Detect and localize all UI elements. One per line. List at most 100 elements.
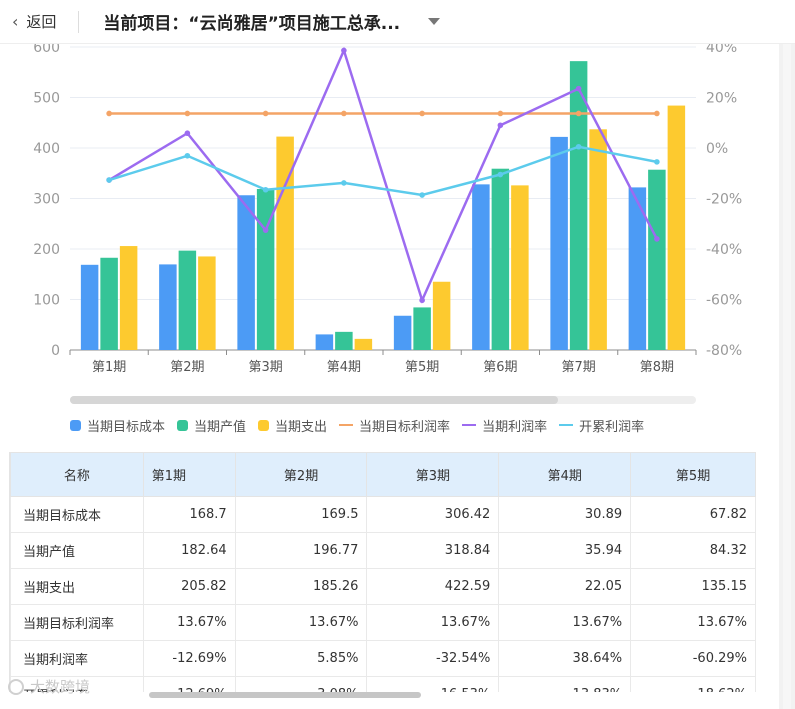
- chart-legend: 当期目标成本 当期产值 当期支出 当期目标利润率 当期利润率 开累利润率: [70, 414, 730, 436]
- table-cell: 422.59: [366, 568, 500, 605]
- table-cell: 168.7: [142, 496, 236, 533]
- table-cell: 318.84: [366, 532, 500, 569]
- table-row: 当期产值 182.64 196.77 318.84 35.94 84.32: [10, 532, 756, 569]
- col-header-period-2: 第2期: [234, 452, 368, 497]
- table-cell: 67.82: [630, 496, 756, 533]
- table-cell: 185.26: [234, 568, 368, 605]
- table-header-row: 名称 第1期 第2期 第3期 第4期 第5期: [10, 452, 756, 497]
- row-name-cell: 当期产值: [10, 532, 144, 569]
- x-tick-label: 第2期: [170, 360, 204, 375]
- line-point: [654, 110, 660, 117]
- page-scroll-track[interactable]: [783, 44, 791, 709]
- line-point: [106, 177, 112, 183]
- x-tick-label: 第1期: [92, 360, 126, 375]
- table-cell: -16.53%: [366, 676, 500, 692]
- table-cell: -12.69%: [142, 640, 236, 677]
- legend-line-swatch: [559, 424, 574, 426]
- line-point: [341, 47, 347, 54]
- line-point: [575, 85, 582, 92]
- y-right-tick-label: 40%: [706, 44, 737, 56]
- legend-bar-swatch: [177, 419, 189, 431]
- top-bar: ‹ 返回 当前项目：“云尚雅居”项目施工总承...: [0, 0, 795, 44]
- legend-item[interactable]: 当期目标成本: [70, 416, 165, 435]
- line-point: [497, 171, 504, 178]
- line-point: [497, 122, 504, 129]
- x-tick-label: 第6期: [483, 360, 517, 375]
- legend-item[interactable]: 当期利润率: [462, 416, 547, 435]
- line-point: [184, 130, 191, 137]
- bar: [667, 105, 686, 350]
- y-right-tick-label: -80%: [706, 343, 742, 359]
- legend-label: 当期目标利润率: [359, 419, 451, 435]
- table-cell: 13.67%: [142, 604, 236, 641]
- table-cell: -60.29%: [630, 640, 756, 677]
- y-right-tick-label: -40%: [706, 242, 742, 258]
- back-button[interactable]: ‹ 返回: [0, 0, 56, 43]
- line-point: [654, 236, 660, 242]
- table-cell: 306.42: [366, 496, 500, 533]
- table-scroll-thumb[interactable]: [149, 692, 421, 698]
- bar: [354, 338, 373, 350]
- x-tick-label: 第3期: [248, 360, 282, 375]
- bar: [178, 250, 197, 350]
- line-point: [184, 152, 191, 159]
- legend-item[interactable]: 当期支出: [258, 416, 327, 435]
- bar: [335, 331, 353, 350]
- y-left-tick-label: 600: [33, 44, 60, 56]
- line-point: [262, 186, 269, 193]
- caret-down-icon[interactable]: [428, 18, 441, 25]
- line-point: [419, 110, 425, 117]
- table-horizontal-scrollbar[interactable]: [9, 692, 755, 700]
- line-point: [262, 110, 269, 117]
- legend-item[interactable]: 当期产值: [177, 416, 246, 435]
- bar: [198, 256, 216, 350]
- bar: [80, 264, 99, 350]
- back-label: 返回: [26, 13, 57, 31]
- bar: [276, 136, 294, 350]
- legend-line-swatch: [462, 424, 477, 426]
- line-point: [575, 143, 582, 150]
- page-vertical-scrollbar[interactable]: [779, 44, 795, 709]
- table-cell: 13.67%: [498, 604, 632, 641]
- col-header-period-5: 第5期: [630, 452, 756, 497]
- watermark-logo-icon: [8, 678, 24, 695]
- table-cell: 84.32: [630, 532, 756, 569]
- legend-item[interactable]: 当期目标利润率: [339, 416, 450, 435]
- combo-chart: 0 100 200 300 400 500 600 -80% -60% -40% -20% 0% 20%…: [33, 40, 742, 375]
- bar: [256, 188, 275, 350]
- bar: [315, 334, 334, 350]
- legend-label: 当期产值: [194, 419, 247, 435]
- legend-item[interactable]: 开累利润率: [559, 416, 644, 435]
- legend-label: 当期目标成本: [87, 419, 166, 435]
- bar: [511, 185, 529, 350]
- legend-label: 当期支出: [275, 419, 328, 435]
- col-header-period-4: 第4期: [498, 452, 632, 497]
- bar: [472, 184, 490, 350]
- chart-zoom-scrollbar[interactable]: [70, 396, 696, 404]
- table-row: 当期利润率 -12.69% 5.85% -32.54% 38.64% -60.29%: [10, 640, 756, 677]
- bar: [491, 168, 510, 350]
- chart-zoom-thumb[interactable]: [70, 396, 558, 404]
- y-left-tick-label: 300: [33, 192, 60, 208]
- y-left-tick-label: 500: [33, 91, 60, 107]
- table-cell: -12.69%: [142, 676, 236, 692]
- bar: [119, 246, 138, 350]
- y-right-tick-label: 0%: [706, 141, 728, 157]
- series-line: [108, 145, 658, 197]
- table-cell: 205.82: [142, 568, 236, 605]
- line-point: [106, 110, 112, 117]
- legend-line-swatch: [339, 424, 354, 426]
- line-point: [419, 192, 425, 198]
- row-name-cell: 当期目标成本: [10, 496, 144, 533]
- table-cell: 38.64%: [498, 640, 632, 677]
- table-cell: 5.85%: [234, 640, 368, 677]
- bar: [393, 315, 412, 350]
- bar: [628, 187, 647, 350]
- project-title: 当前项目：“云尚雅居”项目施工总承...: [103, 14, 401, 34]
- table-cell: 22.05: [498, 568, 632, 605]
- line-point: [654, 159, 660, 165]
- line-point: [497, 110, 504, 117]
- table-cell: -32.54%: [366, 640, 500, 677]
- table-cell: -3.08%: [234, 676, 368, 692]
- table-cell: -13.83%: [498, 676, 632, 692]
